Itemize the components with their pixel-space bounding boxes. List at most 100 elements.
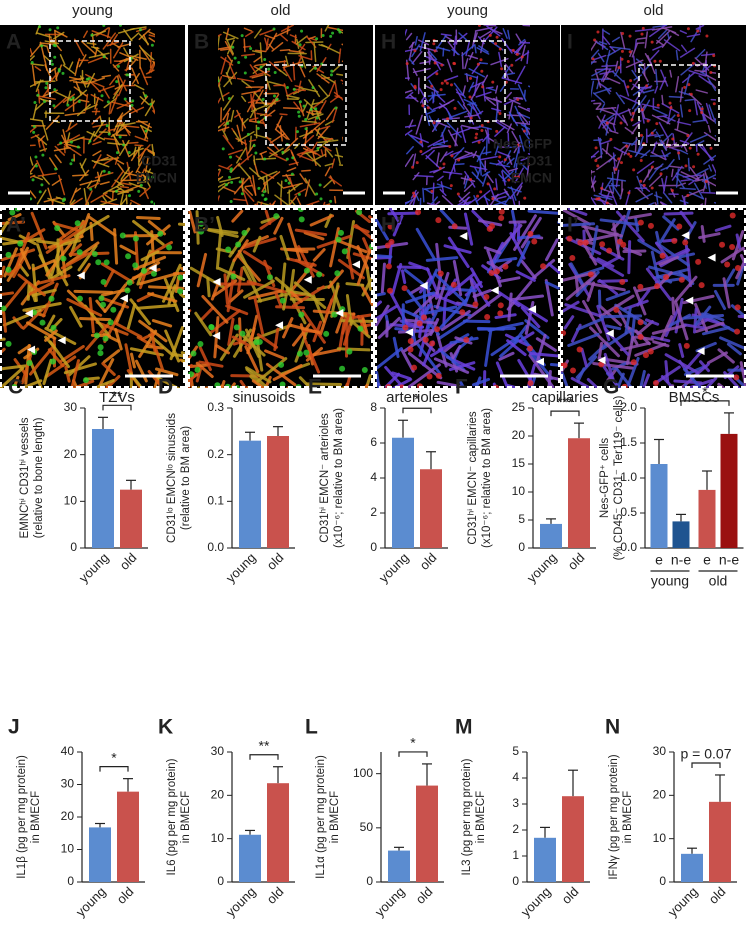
vessel bbox=[335, 238, 368, 254]
cell bbox=[257, 186, 261, 190]
cell bbox=[386, 287, 393, 294]
vessel bbox=[237, 163, 252, 179]
vessel bbox=[649, 25, 667, 38]
cell bbox=[166, 244, 173, 251]
vessel bbox=[410, 134, 429, 144]
vessel bbox=[151, 319, 173, 328]
vessel bbox=[429, 342, 453, 358]
vessel bbox=[606, 77, 621, 85]
vessel bbox=[294, 228, 328, 237]
vessel bbox=[324, 163, 334, 167]
vessel bbox=[515, 270, 536, 282]
group-label: young bbox=[651, 573, 689, 589]
cell bbox=[95, 259, 102, 266]
y-tick-label: 2 bbox=[512, 822, 519, 836]
cell bbox=[9, 209, 16, 216]
arrowhead bbox=[707, 253, 716, 262]
vessel bbox=[139, 124, 152, 133]
y-tick-label: 0 bbox=[70, 540, 77, 554]
vessel bbox=[324, 25, 330, 32]
cell bbox=[66, 103, 70, 107]
cell bbox=[650, 40, 654, 44]
cell bbox=[90, 33, 94, 37]
vessel bbox=[130, 144, 142, 162]
cell bbox=[278, 361, 285, 368]
cell bbox=[119, 25, 123, 27]
vessel bbox=[220, 48, 232, 51]
column-header: old bbox=[270, 2, 290, 19]
vessel bbox=[471, 171, 484, 185]
cell bbox=[637, 334, 644, 341]
cell bbox=[77, 100, 81, 104]
vessel bbox=[610, 182, 622, 199]
vessel bbox=[589, 255, 625, 277]
vessel bbox=[705, 74, 716, 82]
vessel bbox=[69, 134, 81, 142]
vessel bbox=[22, 301, 62, 312]
vessel bbox=[44, 40, 60, 45]
vessel bbox=[77, 103, 91, 117]
vessel bbox=[294, 85, 303, 88]
cell bbox=[230, 273, 237, 280]
vessel bbox=[517, 84, 527, 102]
vessel bbox=[106, 27, 111, 39]
cell bbox=[124, 287, 131, 294]
vessel bbox=[140, 331, 157, 341]
column-header: old bbox=[643, 2, 663, 19]
vessel bbox=[252, 175, 257, 196]
vessel bbox=[479, 30, 492, 39]
vessel bbox=[227, 37, 235, 41]
vessel bbox=[671, 30, 680, 37]
vessel bbox=[700, 224, 706, 243]
vessel bbox=[527, 209, 560, 215]
cell bbox=[401, 285, 408, 292]
vessel bbox=[274, 194, 290, 205]
vessel bbox=[148, 61, 155, 74]
vessel bbox=[63, 145, 66, 154]
vessel bbox=[526, 164, 530, 182]
y-tick-label: 20 bbox=[653, 788, 667, 802]
vessel bbox=[218, 46, 233, 50]
bar bbox=[681, 853, 703, 882]
cell bbox=[637, 319, 644, 326]
vessel bbox=[254, 63, 268, 67]
cell bbox=[52, 43, 56, 47]
vessel bbox=[427, 291, 460, 307]
cell bbox=[596, 30, 600, 34]
vessel bbox=[162, 263, 182, 303]
vessel bbox=[26, 282, 31, 301]
vessel bbox=[520, 306, 541, 329]
vessel bbox=[651, 26, 673, 31]
cell bbox=[102, 335, 109, 342]
vessel bbox=[134, 135, 149, 142]
cell bbox=[480, 129, 484, 133]
vessel bbox=[547, 262, 560, 276]
vessel bbox=[392, 214, 404, 237]
cell bbox=[650, 186, 654, 190]
vessel bbox=[42, 358, 53, 386]
vessel bbox=[303, 231, 325, 241]
vessel bbox=[604, 191, 611, 205]
cell bbox=[640, 108, 644, 112]
cell bbox=[432, 121, 436, 125]
vessel bbox=[35, 79, 42, 92]
cell bbox=[285, 86, 289, 90]
y-axis-label: in BMECF bbox=[475, 791, 487, 843]
y-tick-label: 100 bbox=[353, 766, 373, 780]
vessel bbox=[602, 365, 621, 388]
vessel bbox=[251, 74, 264, 79]
cell bbox=[576, 346, 583, 353]
vessel bbox=[280, 25, 295, 32]
vessel bbox=[0, 265, 6, 287]
vessel bbox=[436, 175, 444, 182]
vessel bbox=[580, 347, 588, 368]
cell bbox=[476, 194, 480, 198]
cell bbox=[629, 79, 633, 83]
vessel bbox=[194, 311, 213, 337]
cell bbox=[297, 114, 301, 118]
vessel bbox=[90, 30, 107, 37]
vessel bbox=[91, 30, 111, 39]
vessel bbox=[598, 294, 635, 319]
cell bbox=[316, 271, 323, 278]
vessel bbox=[488, 183, 496, 199]
